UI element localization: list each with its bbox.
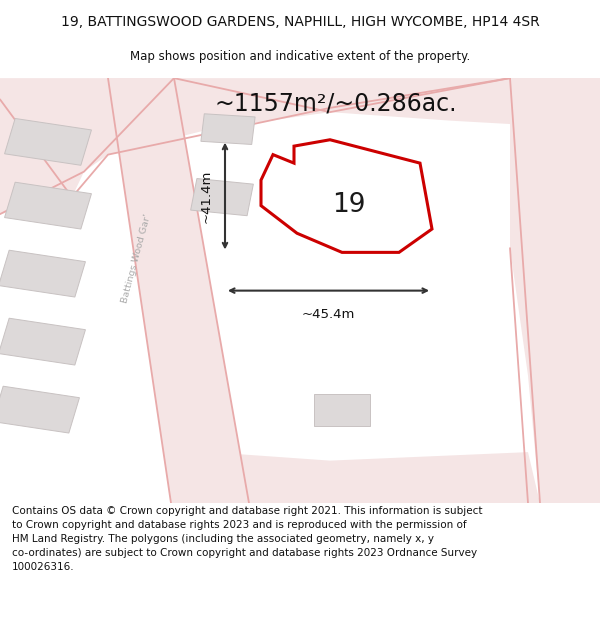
Polygon shape [0, 318, 85, 365]
Text: 19: 19 [332, 191, 366, 218]
Polygon shape [5, 182, 91, 229]
Polygon shape [0, 250, 85, 297]
Polygon shape [171, 439, 540, 503]
Text: ~41.4m: ~41.4m [199, 169, 212, 222]
Text: Battings Wood Gar’: Battings Wood Gar’ [121, 213, 153, 304]
Polygon shape [314, 394, 370, 426]
Polygon shape [510, 78, 600, 503]
Polygon shape [201, 114, 255, 144]
Polygon shape [0, 386, 79, 433]
Polygon shape [108, 78, 249, 503]
Text: 19, BATTINGSWOOD GARDENS, NAPHILL, HIGH WYCOMBE, HP14 4SR: 19, BATTINGSWOOD GARDENS, NAPHILL, HIGH … [61, 15, 539, 29]
Polygon shape [0, 78, 600, 214]
Polygon shape [261, 140, 432, 252]
Polygon shape [5, 119, 91, 165]
Polygon shape [191, 179, 253, 216]
Text: Contains OS data © Crown copyright and database right 2021. This information is : Contains OS data © Crown copyright and d… [12, 506, 482, 571]
Text: ~1157m²/~0.286ac.: ~1157m²/~0.286ac. [215, 92, 457, 116]
Text: ~45.4m: ~45.4m [302, 308, 355, 321]
Text: Map shows position and indicative extent of the property.: Map shows position and indicative extent… [130, 50, 470, 62]
